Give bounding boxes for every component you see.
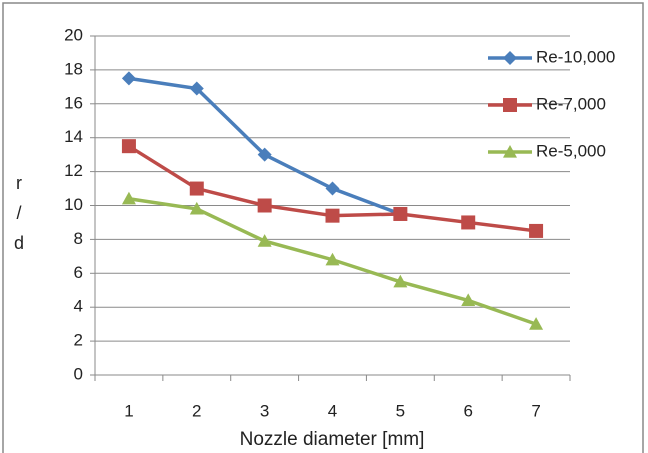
marker bbox=[121, 71, 136, 86]
legend-marker bbox=[503, 51, 517, 65]
legend-label: Re-10,000 bbox=[536, 47, 615, 66]
marker bbox=[325, 208, 340, 223]
marker bbox=[325, 181, 340, 196]
marker bbox=[529, 223, 544, 238]
y-tick-label: 14 bbox=[64, 127, 83, 146]
y-tick-label: 10 bbox=[64, 195, 83, 214]
x-tick-label: 4 bbox=[328, 401, 337, 420]
x-tick-label: 3 bbox=[260, 401, 269, 420]
y-tick-label: 6 bbox=[74, 263, 83, 282]
y-tick-label: 12 bbox=[64, 161, 83, 180]
x-tick-label: 2 bbox=[192, 401, 201, 420]
legend-label: Re-7,000 bbox=[536, 94, 606, 113]
marker bbox=[189, 81, 204, 96]
marker bbox=[461, 293, 476, 307]
marker bbox=[529, 317, 544, 330]
y-tick-label: 2 bbox=[74, 331, 83, 350]
x-tick-label: 5 bbox=[396, 401, 405, 420]
marker bbox=[121, 139, 136, 154]
marker bbox=[121, 191, 136, 205]
y-tick-label: 18 bbox=[64, 59, 83, 78]
marker bbox=[257, 198, 272, 213]
y-tick-label: 4 bbox=[74, 297, 83, 316]
marker bbox=[393, 274, 408, 288]
y-tick-label: 16 bbox=[64, 93, 83, 112]
x-axis-label: Nozzle diameter [mm] bbox=[240, 429, 425, 450]
x-tick-label: 7 bbox=[531, 401, 540, 420]
marker bbox=[257, 147, 272, 162]
x-tick-label: 1 bbox=[124, 401, 133, 420]
legend-label: Re-5,000 bbox=[536, 141, 606, 160]
legend-marker bbox=[503, 145, 517, 158]
x-tick-label: 6 bbox=[463, 401, 472, 420]
marker bbox=[461, 215, 476, 230]
y-axis-label: r / d bbox=[13, 173, 24, 253]
marker bbox=[325, 252, 340, 266]
marker bbox=[393, 206, 408, 221]
marker bbox=[189, 201, 204, 215]
marker bbox=[257, 234, 272, 247]
y-tick-label: 8 bbox=[74, 229, 83, 248]
y-tick-label: 0 bbox=[74, 364, 83, 383]
y-tick-label: 20 bbox=[64, 25, 83, 44]
legend-marker bbox=[503, 98, 517, 112]
marker bbox=[189, 181, 204, 196]
